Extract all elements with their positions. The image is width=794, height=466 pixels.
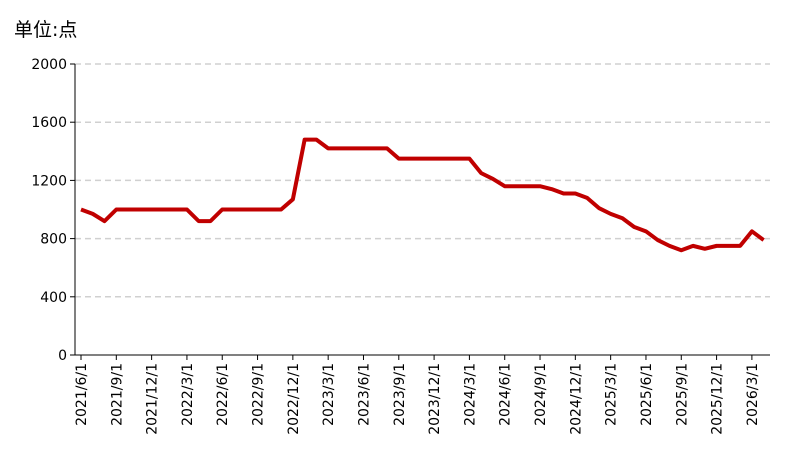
x-tick-label: 2022/6/1	[215, 363, 231, 426]
y-tick-label: 2000	[31, 57, 67, 73]
x-tick-label: 2021/9/1	[109, 363, 125, 426]
x-tick-label: 2021/12/1	[145, 363, 161, 435]
x-tick-label: 2024/6/1	[498, 363, 514, 426]
y-tick-label: 0	[58, 348, 67, 364]
y-tick-label: 800	[40, 232, 67, 248]
x-tick-label: 2024/9/1	[533, 363, 549, 426]
x-tick-label: 2026/3/1	[745, 363, 761, 426]
x-tick-label: 2022/9/1	[251, 363, 267, 426]
x-tick-label: 2025/6/1	[639, 363, 655, 426]
x-tick-label: 2025/12/1	[710, 363, 726, 435]
x-tick-label: 2023/3/1	[321, 363, 337, 426]
x-tick-label: 2024/12/1	[568, 363, 584, 435]
y-tick-label: 400	[40, 290, 67, 306]
x-tick-label: 2023/9/1	[392, 363, 408, 426]
x-tick-label: 2021/6/1	[74, 363, 90, 426]
x-tick-label: 2025/3/1	[604, 363, 620, 426]
x-tick-label: 2024/3/1	[462, 363, 478, 426]
x-tick-label: 2023/12/1	[427, 363, 443, 435]
y-tick-label: 1600	[31, 115, 67, 131]
x-tick-label: 2025/9/1	[674, 363, 690, 426]
x-tick-label: 2023/6/1	[356, 363, 372, 426]
unit-label: 单位:点	[14, 19, 77, 41]
x-tick-label: 2022/3/1	[180, 363, 196, 426]
y-tick-label: 1200	[31, 173, 67, 189]
x-tick-label: 2022/12/1	[286, 363, 302, 435]
line	[80, 137, 765, 253]
